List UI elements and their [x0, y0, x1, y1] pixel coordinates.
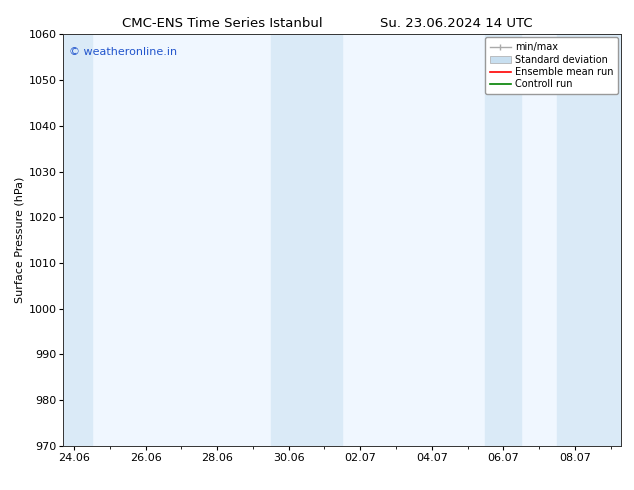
Bar [271, 34, 342, 446]
Legend: min/max, Standard deviation, Ensemble mean run, Controll run: min/max, Standard deviation, Ensemble me… [485, 37, 618, 94]
Text: © weatheronline.in: © weatheronline.in [69, 47, 177, 57]
Bar [557, 34, 621, 446]
Text: Su. 23.06.2024 14 UTC: Su. 23.06.2024 14 UTC [380, 17, 533, 30]
Text: CMC-ENS Time Series Istanbul: CMC-ENS Time Series Istanbul [122, 17, 322, 30]
Y-axis label: Surface Pressure (hPa): Surface Pressure (hPa) [14, 177, 24, 303]
Bar [63, 34, 92, 446]
Bar [486, 34, 521, 446]
